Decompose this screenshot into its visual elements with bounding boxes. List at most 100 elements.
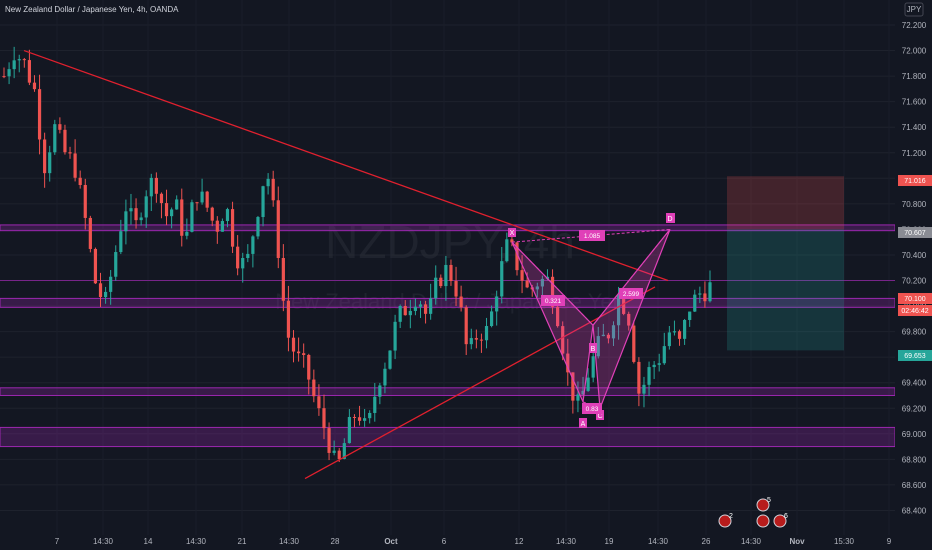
candle-up bbox=[373, 396, 377, 413]
candlesticks bbox=[2, 46, 712, 463]
candle-down bbox=[454, 280, 458, 297]
ratio-4-box bbox=[582, 403, 602, 414]
candle-up bbox=[124, 211, 128, 232]
candle-up bbox=[266, 178, 270, 187]
candle-down bbox=[632, 325, 636, 362]
price-axis[interactable]: JPY bbox=[895, 0, 932, 550]
candle-up bbox=[200, 191, 204, 203]
candle-down bbox=[195, 202, 199, 204]
candle-down bbox=[73, 153, 77, 178]
pattern-point-x-box bbox=[508, 228, 516, 237]
candle-down bbox=[154, 177, 158, 194]
candle-down bbox=[423, 304, 428, 314]
candle-down bbox=[515, 242, 519, 271]
harmonic-pattern[interactable] bbox=[511, 228, 671, 409]
candle-up bbox=[418, 304, 423, 307]
candle-up bbox=[246, 253, 250, 259]
candle-up bbox=[251, 236, 255, 254]
candle-up bbox=[469, 338, 473, 345]
candle-up bbox=[484, 326, 489, 341]
candle-down bbox=[703, 293, 707, 302]
candle-up bbox=[642, 384, 646, 394]
trendlines[interactable] bbox=[23, 49, 669, 480]
candle-up bbox=[170, 209, 174, 217]
candle-up bbox=[652, 364, 656, 368]
pattern-point-a-box bbox=[579, 418, 587, 428]
pattern-point-b-box bbox=[589, 343, 597, 353]
candle-up bbox=[698, 293, 702, 295]
x-tick-label: 12 bbox=[515, 537, 524, 546]
y-tick-label: 69.400 bbox=[902, 379, 927, 388]
x-tick-label: 7 bbox=[55, 537, 60, 546]
pattern-point-d-box bbox=[666, 213, 675, 223]
candle-up bbox=[225, 209, 230, 222]
stop-loss-zone bbox=[727, 176, 844, 230]
y-tick-label: 70.200 bbox=[902, 277, 927, 286]
candle-down bbox=[571, 372, 575, 401]
candle-up bbox=[388, 350, 392, 369]
candle-down bbox=[474, 338, 478, 340]
candle-down bbox=[32, 82, 37, 90]
ratio-3-box bbox=[619, 288, 643, 299]
last-price-tag bbox=[898, 293, 932, 304]
candle-up bbox=[383, 368, 387, 386]
ratio-xb: 0.321 bbox=[545, 298, 562, 305]
candle-up bbox=[429, 298, 433, 314]
candle-down bbox=[322, 408, 326, 429]
event-markers[interactable]: 2 5 6 bbox=[718, 497, 788, 528]
candle-down bbox=[312, 379, 316, 397]
candle-down bbox=[98, 283, 103, 298]
x-tick-label: 14:30 bbox=[556, 537, 577, 546]
x-tick-label: 9 bbox=[887, 537, 892, 546]
pattern-labels: X A B C D 1.085 0.321 2.599 0.83 bbox=[508, 213, 675, 428]
countdown-label: 02:46:42 bbox=[901, 308, 928, 315]
candle-down bbox=[439, 277, 443, 287]
candle-down bbox=[164, 203, 169, 217]
candle-down bbox=[510, 239, 514, 243]
candle-up bbox=[611, 325, 616, 339]
candle-down bbox=[134, 208, 138, 221]
candle-up bbox=[393, 321, 397, 351]
currency-label: JPY bbox=[907, 5, 922, 14]
candle-up bbox=[175, 199, 179, 210]
y-tick-label: 68.800 bbox=[902, 455, 927, 464]
candle-up bbox=[185, 231, 189, 236]
stop-price-tag bbox=[898, 175, 932, 186]
watermark-symbol: NZDJPY, 4h bbox=[325, 216, 575, 268]
support-resistance-zone bbox=[0, 387, 896, 396]
event-marker-icon bbox=[773, 514, 787, 528]
y-tick-label: 68.600 bbox=[902, 481, 927, 490]
event-marker-icon bbox=[756, 514, 770, 528]
candle-down bbox=[37, 89, 42, 140]
x-tick-label: 21 bbox=[238, 537, 247, 546]
candle-up bbox=[500, 261, 504, 297]
x-axis-ticks[interactable]: 7 14:30 14 14:30 21 14:30 28 Oct 6 12 14:30 19 14:30… bbox=[55, 537, 892, 546]
y-tick-label: 70.800 bbox=[902, 200, 927, 209]
candle-down bbox=[464, 307, 468, 345]
y-tick-label: 69.800 bbox=[902, 328, 927, 337]
candle-up bbox=[378, 385, 382, 397]
y-tick-label: 72.000 bbox=[902, 47, 927, 56]
stop-price-label: 71.016 bbox=[904, 178, 926, 185]
candle-up bbox=[220, 221, 225, 232]
candle-up bbox=[708, 282, 712, 302]
candle-down bbox=[550, 276, 555, 307]
x-tick-label: 14:30 bbox=[186, 537, 207, 546]
ratio-1-box bbox=[579, 230, 605, 241]
y-tick-label: 71.600 bbox=[902, 98, 927, 107]
candle-down bbox=[281, 257, 285, 301]
ratio-bd: 2.599 bbox=[623, 291, 640, 298]
x-tick-label: 14:30 bbox=[93, 537, 114, 546]
candle-down bbox=[357, 417, 362, 421]
candle-up bbox=[540, 278, 544, 287]
candle-down bbox=[307, 354, 311, 380]
candle-up bbox=[241, 258, 245, 269]
position-tool[interactable] bbox=[727, 176, 844, 351]
candle-down bbox=[291, 337, 296, 352]
candle-up bbox=[495, 296, 499, 312]
candle-down bbox=[566, 353, 570, 373]
candle-down bbox=[296, 351, 301, 354]
candle-up bbox=[347, 416, 351, 444]
